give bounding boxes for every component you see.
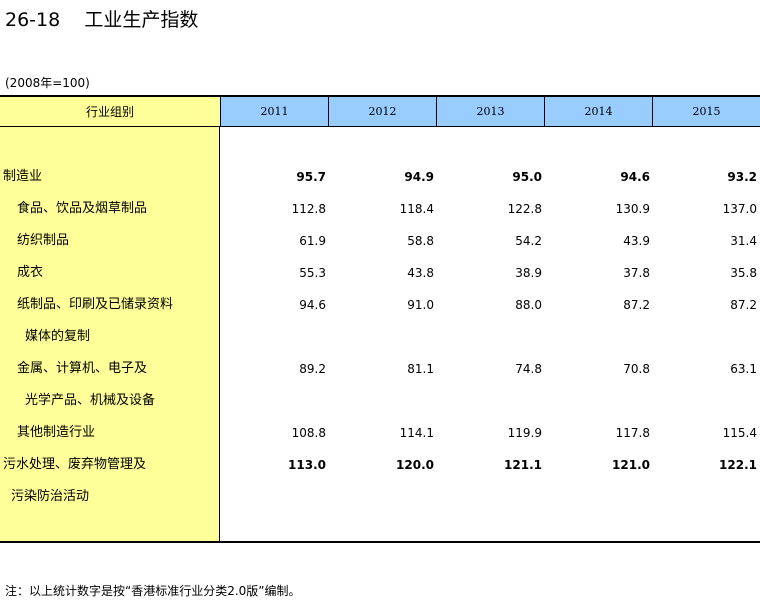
index-table: 行业组别 2011 2012 2013 2014 2015 制造业 95.7 94.… [0, 95, 760, 543]
table-row: 金属、计算机、电子及 89.2 81.1 74.8 70.8 63.1 [0, 353, 760, 385]
row-value-2015: 93.2 [727, 170, 757, 184]
row-value-2013: 119.9 [507, 426, 542, 440]
row-value-2014: 121.0 [612, 458, 650, 472]
base-year-note: (2008年=100) [5, 76, 90, 90]
row-value-2012 [354, 481, 434, 513]
row-value-2015: 63.1 [730, 362, 757, 376]
row-value-2015: 115.4 [722, 426, 757, 440]
row-label: 金属、计算机、电子及 [17, 361, 148, 376]
row-value-2015: 35.8 [730, 266, 757, 280]
row-value-2013: 38.9 [515, 266, 542, 280]
row-value-2013: 54.2 [515, 234, 542, 248]
row-value-2013: 121.1 [504, 458, 542, 472]
row-value-2014: 130.9 [615, 202, 650, 216]
table-row: 制造业 95.7 94.9 95.0 94.6 93.2 [0, 161, 760, 193]
row-value-2011: 95.7 [296, 170, 326, 184]
row-value-2013 [462, 481, 542, 513]
row-value-2011: 94.6 [299, 298, 326, 312]
year-header-2012: 2012 [328, 97, 436, 127]
year-header-2013: 2013 [436, 97, 544, 127]
row-value-2011: 113.0 [288, 458, 326, 472]
page-title: 26-18 工业生产指数 [5, 9, 199, 31]
row-value-2012: 118.4 [399, 202, 434, 216]
category-column [0, 127, 220, 541]
row-label: 纺织制品 [17, 233, 70, 248]
row-value-2014: 43.9 [623, 234, 650, 248]
year-header-2011: 2011 [220, 97, 328, 127]
row-value-2011 [246, 321, 326, 353]
row-value-2015 [677, 481, 757, 513]
row-value-2011: 108.8 [291, 426, 326, 440]
row-value-2015 [677, 321, 757, 353]
row-value-2015: 31.4 [730, 234, 757, 248]
table-row: 成衣 55.3 43.8 38.9 37.8 35.8 [0, 257, 760, 289]
row-value-2014 [570, 481, 650, 513]
row-label: 污水处理、废弃物管理及 [3, 457, 147, 472]
row-label: 食品、饮品及烟草制品 [17, 201, 148, 216]
row-value-2011 [246, 385, 326, 417]
row-label: 污染防治活动 [11, 489, 90, 504]
row-value-2013: 122.8 [507, 202, 542, 216]
row-label: 其他制造行业 [17, 425, 96, 440]
row-value-2014 [570, 321, 650, 353]
row-value-2013: 88.0 [515, 298, 542, 312]
year-header-2015: 2015 [652, 97, 760, 127]
category-header: 行业组别 [0, 97, 220, 127]
row-value-2012 [354, 385, 434, 417]
row-value-2011 [246, 481, 326, 513]
row-value-2012 [354, 321, 434, 353]
footnote: 注：以上统计数字是按“香港标准行业分类2.0版”编制。 [5, 584, 301, 598]
row-value-2013: 74.8 [515, 362, 542, 376]
row-value-2012: 114.1 [399, 426, 434, 440]
table-row: 媒体的复制 [0, 321, 760, 353]
table-row: 食品、饮品及烟草制品 112.8 118.4 122.8 130.9 137.0 [0, 193, 760, 225]
row-value-2011: 89.2 [299, 362, 326, 376]
row-value-2013: 95.0 [512, 170, 542, 184]
table-row: 其他制造行业 108.8 114.1 119.9 117.8 115.4 [0, 417, 760, 449]
row-label: 制造业 [3, 169, 43, 184]
table-row: 纸制品、印刷及已储录资料 94.6 91.0 88.0 87.2 87.2 [0, 289, 760, 321]
row-value-2014: 37.8 [623, 266, 650, 280]
row-value-2011: 112.8 [291, 202, 326, 216]
row-value-2015: 87.2 [730, 298, 757, 312]
year-header-2014: 2014 [544, 97, 652, 127]
row-value-2013 [462, 385, 542, 417]
row-value-2014: 70.8 [623, 362, 650, 376]
row-value-2014 [570, 385, 650, 417]
row-value-2011: 61.9 [299, 234, 326, 248]
row-value-2015: 122.1 [719, 458, 757, 472]
table-header: 行业组别 2011 2012 2013 2014 2015 [0, 97, 760, 127]
row-value-2012: 81.1 [407, 362, 434, 376]
row-value-2011: 55.3 [299, 266, 326, 280]
row-value-2012: 120.0 [396, 458, 434, 472]
row-value-2014: 94.6 [620, 170, 650, 184]
row-value-2012: 91.0 [407, 298, 434, 312]
row-value-2015: 137.0 [722, 202, 757, 216]
row-value-2012: 94.9 [404, 170, 434, 184]
row-label: 媒体的复制 [25, 329, 91, 344]
row-value-2013 [462, 321, 542, 353]
row-value-2015 [677, 385, 757, 417]
table-row: 污染防治活动 [0, 481, 760, 513]
row-label: 成衣 [17, 265, 44, 280]
table-row: 污水处理、废弃物管理及 113.0 120.0 121.1 121.0 122.1 [0, 449, 760, 481]
row-value-2014: 87.2 [623, 298, 650, 312]
row-value-2014: 117.8 [615, 426, 650, 440]
table-row: 纺织制品 61.9 58.8 54.2 43.9 31.4 [0, 225, 760, 257]
row-label: 光学产品、机械及设备 [25, 393, 156, 408]
row-label: 纸制品、印刷及已储录资料 [17, 297, 174, 312]
table-row: 光学产品、机械及设备 [0, 385, 760, 417]
row-value-2012: 43.8 [407, 266, 434, 280]
row-value-2012: 58.8 [407, 234, 434, 248]
